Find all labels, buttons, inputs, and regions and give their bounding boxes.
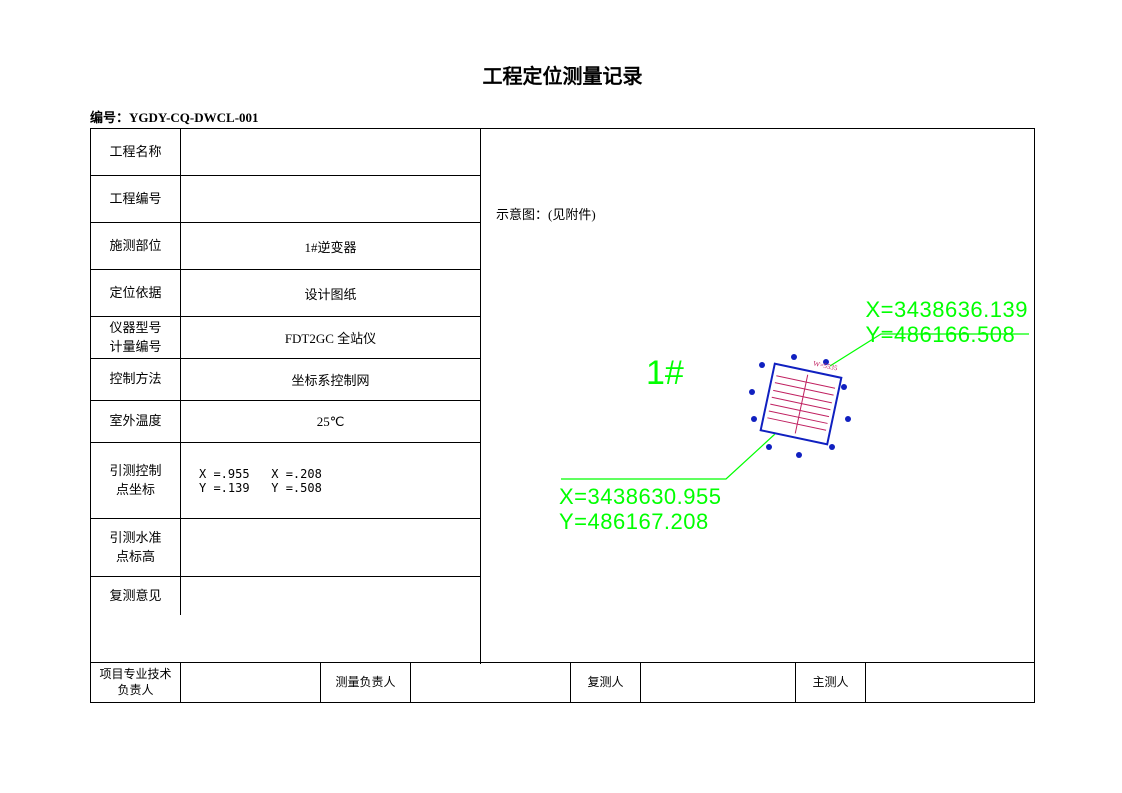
sig-value-tech-lead	[181, 663, 321, 702]
coord1-x: X=3438636.139	[866, 297, 1029, 322]
sig-value-main-surveyor	[866, 663, 1034, 702]
value-survey-part: 1#逆变器	[181, 223, 480, 269]
label-project-name: 工程名称	[91, 129, 181, 175]
signature-row: 项目专业技术 负责人 测量负责人 复测人 主测人	[91, 662, 1034, 702]
coord-annotation-1: X=3438636.139 Y=486166.508	[866, 297, 1029, 348]
survey-dot	[766, 444, 772, 450]
form-outer: 工程名称 工程编号 施测部位1#逆变器 定位依据设计图纸 仪器型号 计量编号FD…	[90, 128, 1035, 703]
survey-dot	[829, 444, 835, 450]
value-review	[181, 577, 480, 615]
right-panel: 示意图：(见附件) X=3438636.139 Y=486166.508 X=3…	[481, 129, 1036, 664]
label-review: 复测意见	[91, 577, 181, 615]
survey-dot	[751, 416, 757, 422]
marker-label: 1#	[646, 354, 684, 393]
label-basis: 定位依据	[91, 270, 181, 316]
value-level	[181, 519, 480, 576]
building-outline	[759, 362, 842, 445]
value-instrument: FDT2GC 全站仪	[181, 317, 480, 358]
coord2-x: X=3438630.955	[559, 484, 722, 509]
sig-value-survey-lead	[411, 663, 571, 702]
label-coords: 引测控制 点坐标	[91, 443, 181, 518]
value-control-method: 坐标系控制网	[181, 359, 480, 400]
plan-diagram: W=5535	[741, 344, 861, 464]
coord-annotation-2: X=3438630.955 Y=486167.208	[559, 484, 722, 535]
value-project-name	[181, 129, 480, 175]
sig-label-survey-lead: 测量负责人	[321, 663, 411, 702]
label-temp: 室外温度	[91, 401, 181, 442]
value-basis: 设计图纸	[181, 270, 480, 316]
survey-dot	[845, 416, 851, 422]
left-column: 工程名称 工程编号 施测部位1#逆变器 定位依据设计图纸 仪器型号 计量编号FD…	[91, 129, 481, 664]
label-level: 引测水准 点标高	[91, 519, 181, 576]
survey-dot	[841, 384, 847, 390]
value-coords: X =.955 X =.208 Y =.139 Y =.508	[181, 443, 480, 518]
survey-dot	[759, 362, 765, 368]
sig-value-reviewer	[641, 663, 796, 702]
survey-dot	[796, 452, 802, 458]
grid-lines	[765, 368, 836, 439]
coord1-y: Y=486166.508	[866, 322, 1029, 347]
label-control-method: 控制方法	[91, 359, 181, 400]
sig-label-main-surveyor: 主测人	[796, 663, 866, 702]
page-title: 工程定位测量记录	[90, 60, 1035, 89]
value-temp: 25℃	[181, 401, 480, 442]
schematic-label: 示意图：(见附件)	[496, 204, 596, 223]
label-project-no: 工程编号	[91, 176, 181, 222]
label-instrument: 仪器型号 计量编号	[91, 317, 181, 358]
sig-label-reviewer: 复测人	[571, 663, 641, 702]
sig-label-tech-lead: 项目专业技术 负责人	[91, 663, 181, 702]
survey-dot	[749, 389, 755, 395]
value-project-no	[181, 176, 480, 222]
document-number: 编号：YGDY-CQ-DWCL-001	[90, 107, 1035, 126]
survey-dot	[791, 354, 797, 360]
label-survey-part: 施测部位	[91, 223, 181, 269]
coord2-y: Y=486167.208	[559, 509, 722, 534]
